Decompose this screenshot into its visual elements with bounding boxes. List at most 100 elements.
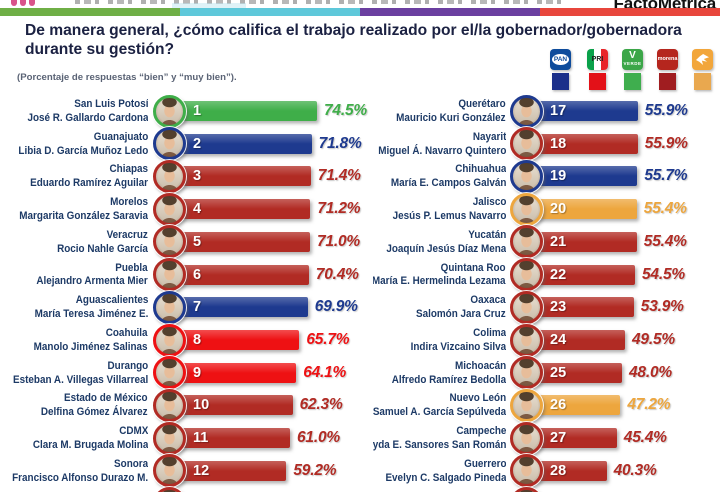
governor-photo-partial <box>152 487 186 492</box>
governor-photo <box>509 94 543 128</box>
party-logo-pan: PAN <box>550 49 571 70</box>
state-name: Jalisco <box>472 196 506 209</box>
governor-name: Margarita González Saravia <box>19 209 148 222</box>
rank-number: 24 <box>550 332 567 349</box>
page-subtitle: (Porcentaje de respuestas “bien” y “muy … <box>17 72 237 83</box>
approval-bar <box>156 133 312 154</box>
governor-name: Eduardo Ramírez Aguilar <box>30 177 148 190</box>
rank-number: 23 <box>550 299 567 316</box>
governor-photo <box>152 94 186 128</box>
cropped-header-text <box>75 0 563 4</box>
governor-photo <box>509 127 543 161</box>
approval-bar <box>514 231 637 252</box>
state-name: Colima <box>472 327 506 340</box>
stripe-segment <box>540 8 720 16</box>
state-name: Yucatán <box>468 228 506 241</box>
rank-number: 3 <box>193 168 202 185</box>
cropped-header-smudge <box>172 3 246 8</box>
rank-number: 5 <box>193 233 202 250</box>
approval-percentage: 48.0% <box>629 363 672 381</box>
approval-bar <box>156 330 300 351</box>
state-name: Nayarit <box>472 130 506 143</box>
rank-number: 25 <box>550 364 567 381</box>
state-name: Aguascalientes <box>75 294 148 307</box>
approval-percentage: 71.0% <box>317 232 360 250</box>
row-label: Oaxaca Salomón Jara Cruz <box>373 294 506 322</box>
party-color-swatch-mc <box>694 73 711 90</box>
governor-photo <box>509 356 543 390</box>
approval-bar <box>156 428 290 449</box>
row-label: Colima Indira Vizcaino Silva <box>373 327 506 355</box>
approval-percentage: 47.2% <box>627 396 671 414</box>
governor-name: Esteban A. Villegas Villarreal <box>12 373 148 386</box>
party-logo-pvem: V VERDE <box>622 49 643 70</box>
approval-percentage: 61.0% <box>297 429 340 447</box>
approval-bar <box>514 199 637 220</box>
stripe-segment <box>0 8 180 16</box>
rank-number: 21 <box>550 233 567 250</box>
row-label: Chihuahua María E. Campos Galván <box>373 163 506 191</box>
party-logo-label: PAN <box>553 55 568 63</box>
governor-photo <box>152 421 186 455</box>
rank-number: 2 <box>193 135 202 152</box>
governor-photo <box>152 323 186 357</box>
approval-percentage: 55.4% <box>643 232 687 250</box>
page-title-line2: durante su gestión? <box>25 41 175 58</box>
state-name: Guanajuato <box>93 130 148 143</box>
governor-name: María E. Campos Galván <box>390 177 506 190</box>
governor-name: Manolo Jiménez Salinas <box>34 340 148 353</box>
party-logo-pri: PRI <box>587 49 608 70</box>
state-name: San Luis Potosí <box>73 98 148 110</box>
approval-percentage: 49.5% <box>632 331 675 349</box>
approval-percentage: 64.1% <box>303 363 347 381</box>
approval-percentage: 71.8% <box>318 134 362 152</box>
party-color-swatch-pvem <box>624 73 641 90</box>
governor-name: Mauricio Kuri González <box>396 111 506 124</box>
row-label: San Luis Potosí José R. Gallardo Cardona <box>0 98 148 126</box>
party-logo-morena: morena <box>657 49 678 70</box>
approval-percentage: 71.4% <box>317 167 361 185</box>
rank-number: 12 <box>193 462 210 479</box>
party-logo-mc <box>692 49 713 70</box>
row-label: Jalisco Jesús P. Lemus Navarro <box>373 196 506 224</box>
row-label: Puebla Alejandro Armenta Mier <box>0 262 148 290</box>
governor-photo <box>509 388 543 422</box>
state-name: Guerrero <box>463 457 506 470</box>
row-label: Nayarit Miguel Á. Navarro Quintero <box>373 131 506 159</box>
state-name: CDMX <box>118 425 148 438</box>
state-name: Quintana Roo <box>441 261 506 274</box>
approval-percentage: 53.9% <box>640 298 684 316</box>
rank-number: 11 <box>193 430 209 447</box>
state-name: Oaxaca <box>470 294 506 307</box>
party-logo-label: VERDE <box>623 61 642 66</box>
approval-percentage: 62.3% <box>299 396 343 414</box>
governor-name: Miguel Á. Navarro Quintero <box>377 144 506 157</box>
approval-percentage: 71.2% <box>317 200 361 218</box>
state-name: Veracruz <box>106 228 148 241</box>
governor-photo <box>152 192 186 226</box>
cropped-logo-dot <box>20 0 26 6</box>
governor-photo <box>509 323 543 357</box>
rank-number: 28 <box>550 462 567 479</box>
governor-name: Salomón Jara Cruz <box>416 308 506 321</box>
page-title: De manera general, ¿cómo califica el tra… <box>25 21 715 59</box>
approval-bar <box>514 133 638 154</box>
approval-bar <box>514 297 634 318</box>
state-name: Chiapas <box>109 163 148 176</box>
rank-number: 17 <box>550 103 567 119</box>
governor-name: Rocio Nahle García <box>57 242 148 255</box>
cropped-logo-dot <box>11 0 17 6</box>
cropped-logo-dot <box>29 0 35 6</box>
rank-number: 26 <box>550 397 567 414</box>
approval-percentage: 55.7% <box>644 167 688 185</box>
page-title-line1: De manera general, ¿cómo califica el tra… <box>25 22 682 39</box>
approval-percentage: 65.7% <box>306 331 350 349</box>
governor-photo <box>509 192 543 226</box>
party-color-swatch-pri <box>589 73 606 90</box>
governor-photo <box>509 290 543 324</box>
approval-percentage: 45.4% <box>623 429 667 447</box>
row-label: Guerrero Evelyn C. Salgado Pineda <box>373 458 506 486</box>
approval-percentage: 40.3% <box>613 461 657 479</box>
state-name: Campeche <box>455 425 506 438</box>
